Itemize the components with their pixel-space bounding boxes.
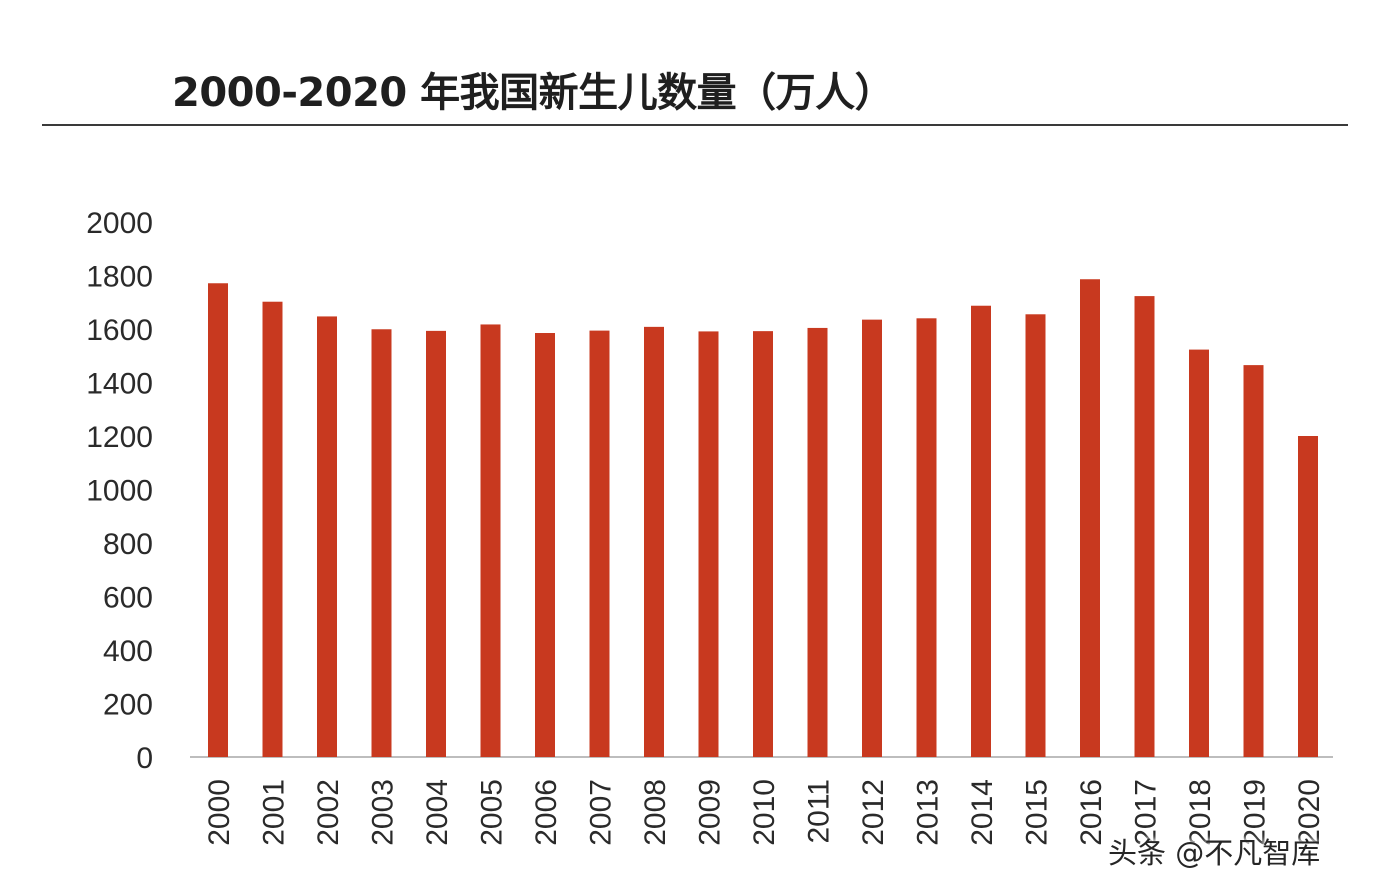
- x-tick-label: 2011: [803, 779, 836, 844]
- bar-2015: [1025, 314, 1046, 757]
- x-tick-label: 2015: [1021, 779, 1054, 846]
- title-divider: [42, 124, 1348, 126]
- bar-2011: [807, 327, 828, 757]
- x-tick-label: 2009: [694, 779, 727, 846]
- bar-2007: [589, 330, 610, 757]
- x-tick-label: 2014: [966, 779, 999, 846]
- y-tick-label: 1600: [86, 314, 153, 347]
- y-tick-label: 1000: [86, 475, 153, 508]
- bar-2005: [480, 324, 501, 757]
- bar-2016: [1080, 279, 1100, 757]
- bar-2009: [698, 331, 719, 757]
- bar-2006: [535, 333, 555, 757]
- bar-2010: [753, 331, 773, 757]
- x-tick-label: 2016: [1075, 779, 1108, 846]
- y-tick-label: 200: [103, 689, 153, 722]
- bar-2017: [1134, 296, 1155, 757]
- bar-2013: [916, 318, 937, 757]
- chart-title: 2000-2020 年我国新生儿数量（万人）: [172, 70, 895, 116]
- bar-2019: [1243, 365, 1264, 757]
- y-tick-label: 0: [136, 742, 153, 775]
- x-tick-label: 2006: [530, 779, 563, 846]
- x-axis-ticks: 2000 2001 2002 2003 2004 2005 2006 2007 2008 2009…: [203, 779, 1326, 846]
- x-tick-label: 2017: [1130, 779, 1163, 846]
- bar-2000: [208, 283, 228, 757]
- y-tick-label: 2000: [86, 207, 153, 240]
- x-tick-label: 2005: [476, 779, 509, 846]
- bars: [208, 279, 1318, 757]
- bar-2001: [262, 301, 283, 757]
- x-tick-label: 2019: [1239, 779, 1272, 846]
- x-tick-label: 2003: [367, 779, 400, 846]
- x-tick-label: 2010: [748, 779, 781, 846]
- y-tick-label: 1400: [86, 368, 153, 401]
- bar-2020: [1298, 436, 1318, 757]
- y-tick-label: 1800: [86, 261, 153, 294]
- bar-2002: [317, 316, 337, 757]
- bar-2012: [862, 319, 882, 757]
- x-tick-label: 2013: [912, 779, 945, 846]
- x-tick-label: 2002: [312, 779, 345, 846]
- x-tick-label: 2012: [857, 779, 890, 846]
- x-tick-label: 2007: [585, 779, 618, 846]
- y-tick-label: 600: [103, 582, 153, 615]
- x-tick-label: 2004: [421, 779, 454, 846]
- y-tick-label: 1200: [86, 421, 153, 454]
- x-tick-label: 2018: [1184, 779, 1217, 846]
- bar-2004: [426, 330, 446, 757]
- bar-2008: [644, 326, 664, 757]
- y-tick-label: 800: [103, 528, 153, 561]
- bar-2003: [371, 329, 392, 757]
- x-tick-label: 2008: [639, 779, 672, 846]
- bar-2018: [1189, 349, 1209, 757]
- x-tick-label: 2001: [258, 779, 291, 846]
- x-tick-label: 2020: [1293, 779, 1326, 846]
- x-tick-label: 2000: [203, 779, 236, 846]
- y-axis-ticks: 0 200 400 600 800 1000 1200 1400 1600 1800 2000: [86, 207, 153, 775]
- y-tick-label: 400: [103, 635, 153, 668]
- bar-2014: [971, 305, 991, 757]
- watermark-text: 头条 @不凡智库: [1108, 836, 1321, 870]
